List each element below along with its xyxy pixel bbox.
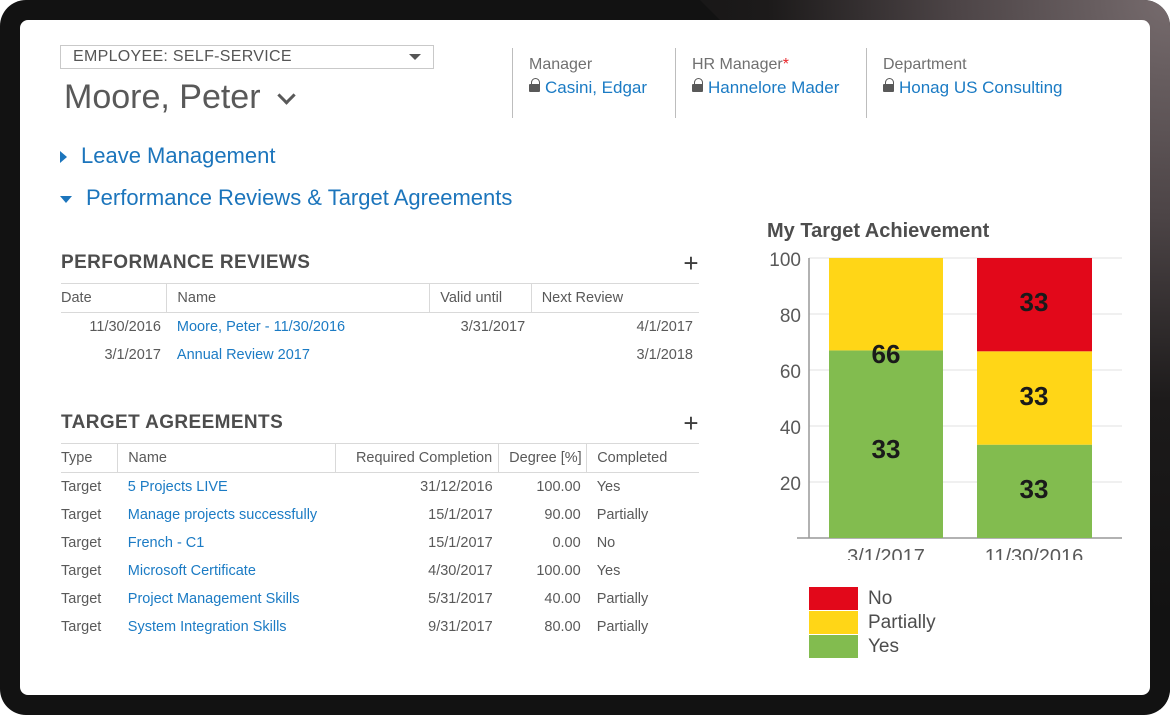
svg-text:60: 60	[780, 362, 801, 383]
svg-text:33: 33	[1020, 474, 1049, 504]
svg-text:33: 33	[1020, 381, 1049, 411]
svg-text:33: 33	[1020, 287, 1049, 317]
svg-text:20: 20	[780, 474, 801, 495]
svg-text:66: 66	[872, 339, 901, 369]
svg-text:3/1/2017: 3/1/2017	[847, 546, 925, 560]
svg-text:11/30/2016: 11/30/2016	[985, 546, 1084, 560]
svg-text:100: 100	[769, 250, 801, 271]
svg-text:80: 80	[780, 306, 801, 327]
svg-text:33: 33	[872, 434, 901, 464]
svg-text:40: 40	[780, 418, 801, 439]
